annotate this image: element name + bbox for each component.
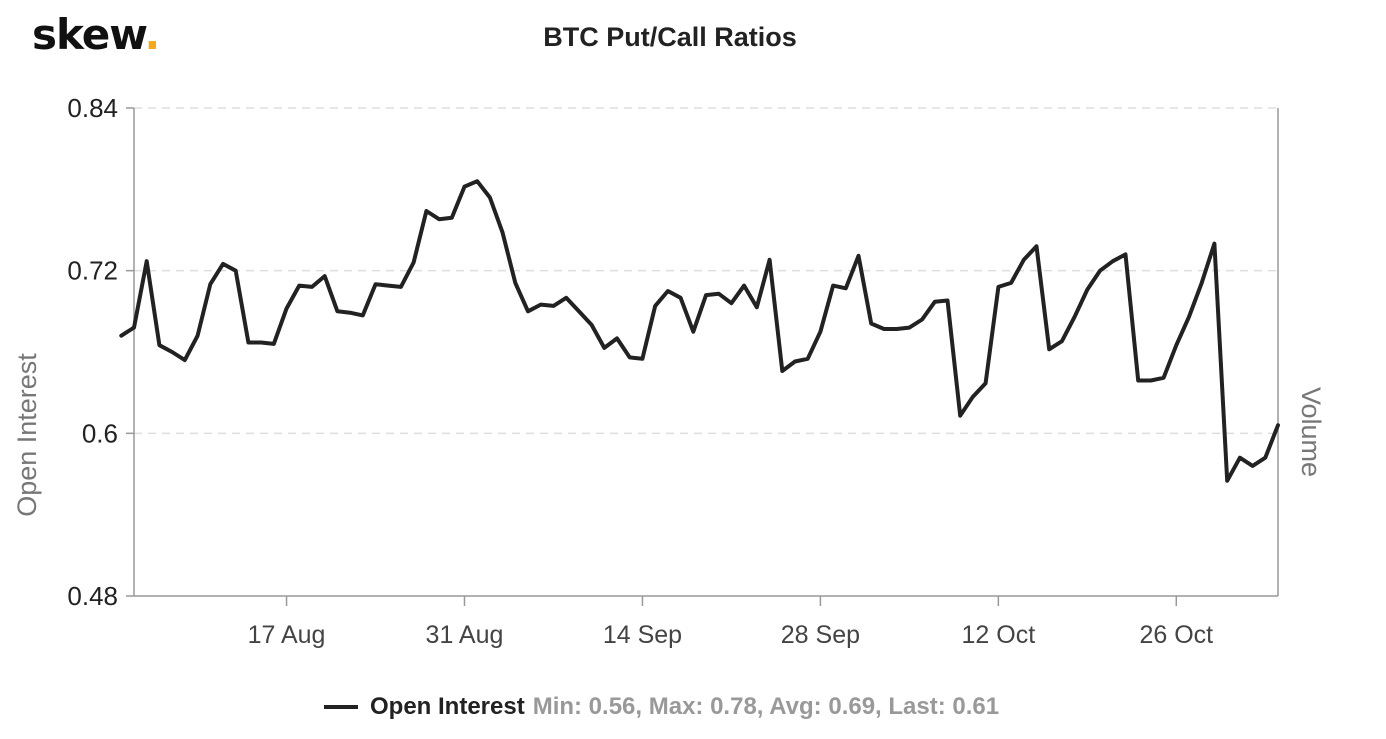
y-axis-right-title: Volume <box>1296 387 1326 477</box>
legend-series-name: Open Interest <box>370 693 525 720</box>
logo-text: skew <box>32 10 145 59</box>
x-tick-label: 28 Sep <box>781 621 860 649</box>
legend[interactable]: Open Interest Min: 0.56, Max: 0.78, Avg:… <box>324 690 999 724</box>
tick-labels: 0.84 0.72 0.6 0.48 17 Aug 31 Aug 14 Sep 28 Sep 1… <box>67 93 1213 649</box>
x-tick-label: 17 Aug <box>248 621 326 649</box>
skew-logo: skew. <box>32 10 160 59</box>
legend-swatch <box>324 705 358 709</box>
x-tick-label: 26 Oct <box>1139 621 1213 649</box>
line-chart: 0.84 0.72 0.6 0.48 17 Aug 31 Aug 14 Sep 28 Sep 1… <box>12 93 1326 649</box>
gridlines <box>134 107 1278 435</box>
logo-dot: . <box>144 10 160 59</box>
x-tick-label: 14 Sep <box>603 621 682 649</box>
x-tick-label: 31 Aug <box>426 621 504 649</box>
y-tick-label: 0.6 <box>82 418 118 448</box>
y-tick-label: 0.72 <box>67 256 118 286</box>
y-tick-label: 0.84 <box>67 93 118 123</box>
chart-title: BTC Put/Call Ratios <box>543 22 797 52</box>
axes <box>126 107 1279 606</box>
series-line-open-interest <box>119 179 1280 483</box>
legend-stats: Min: 0.56, Max: 0.78, Avg: 0.69, Last: 0… <box>532 693 1000 720</box>
series-layer <box>119 179 1280 483</box>
x-tick-label: 12 Oct <box>962 621 1036 649</box>
y-axis-title: Open Interest <box>12 353 42 517</box>
y-tick-label: 0.48 <box>67 581 118 611</box>
